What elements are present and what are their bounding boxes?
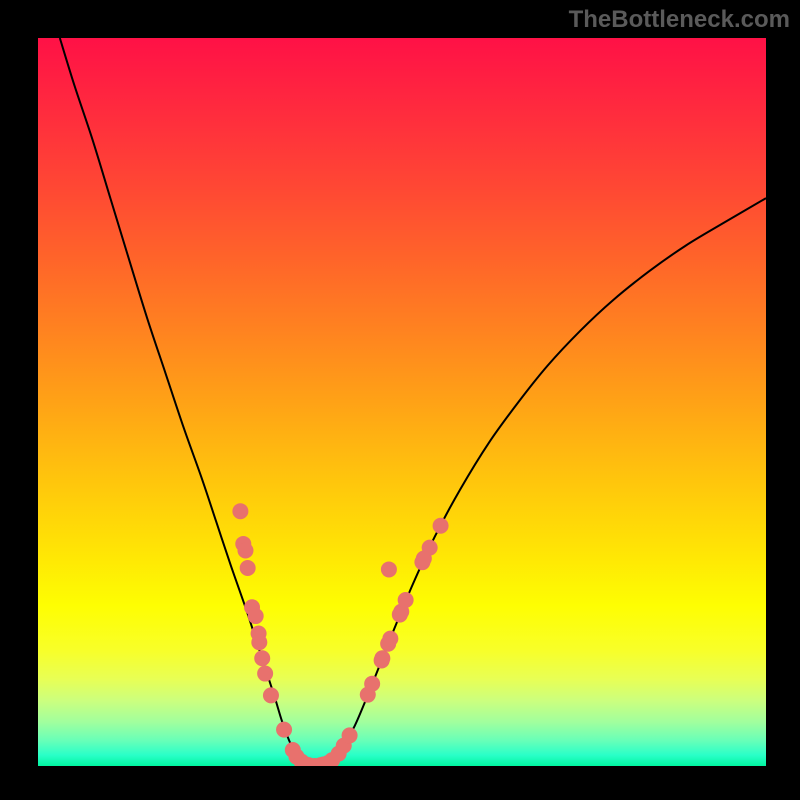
scatter-point (342, 727, 358, 743)
watermark-text: TheBottleneck.com (569, 6, 790, 34)
scatter-point (263, 687, 279, 703)
scatter-point (254, 650, 270, 666)
scatter-point (257, 666, 273, 682)
chart-container: TheBottleneck.com (0, 0, 800, 800)
scatter-point (276, 722, 292, 738)
scatter-point (237, 543, 253, 559)
chart-svg (38, 38, 766, 766)
scatter-point (240, 560, 256, 576)
scatter-point (381, 561, 397, 577)
scatter-point (382, 631, 398, 647)
scatter-point (364, 676, 380, 692)
scatter-point (422, 540, 438, 556)
plot-background (38, 38, 766, 766)
plot-area (38, 38, 766, 766)
scatter-point (248, 608, 264, 624)
scatter-point (251, 634, 267, 650)
scatter-point (232, 503, 248, 519)
scatter-point (374, 650, 390, 666)
scatter-point (433, 518, 449, 534)
scatter-point (398, 592, 414, 608)
